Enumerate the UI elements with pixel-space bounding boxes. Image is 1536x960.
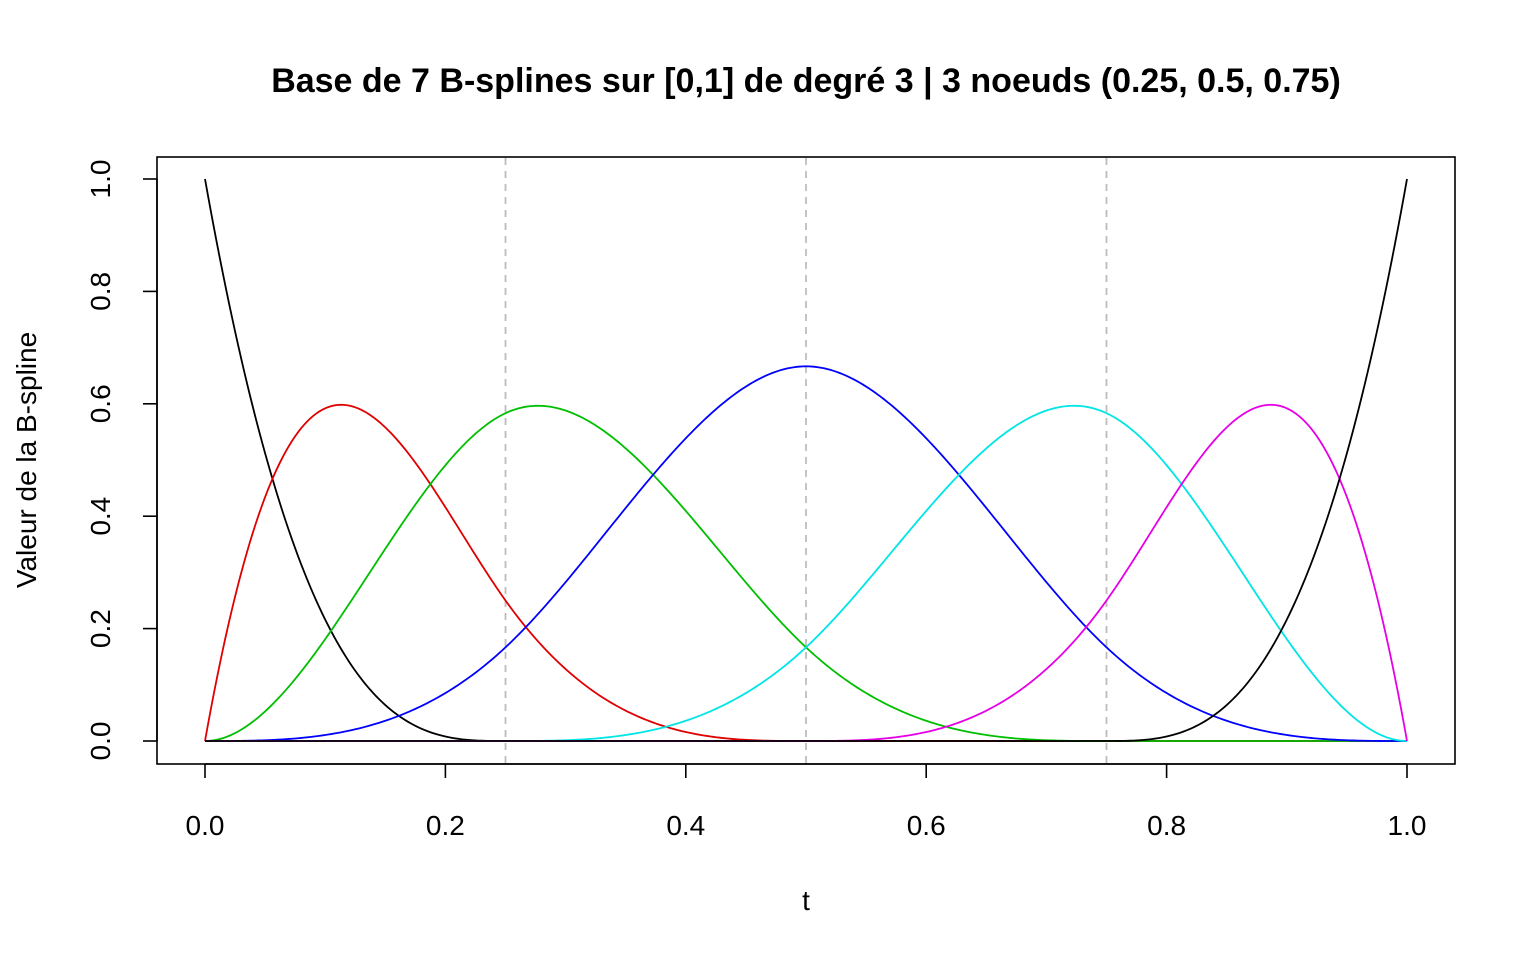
y-tick-label: 0.2: [85, 609, 116, 648]
bspline-curve-3: [204, 404, 1407, 742]
bspline-curves: [204, 178, 1408, 742]
x-tick-label: 0.2: [426, 810, 465, 841]
x-tick-label: 0.0: [186, 810, 225, 841]
bspline-curve-4: [205, 365, 1407, 742]
knot-lines: [504, 158, 1108, 763]
y-tick-label: 1.0: [85, 160, 116, 199]
x-tick-label: 0.6: [907, 810, 946, 841]
bspline-curve-2: [204, 403, 1407, 742]
bspline-curve-6: [205, 403, 1408, 742]
y-tick-label: 0.8: [85, 272, 116, 311]
y-tick-label: 0.0: [85, 722, 116, 761]
x-tick-label: 0.4: [666, 810, 705, 841]
chart-title: Base de 7 B-splines sur [0,1] de degré 3…: [271, 62, 1341, 100]
bspline-curve-7: [205, 178, 1408, 742]
y-tick-label: 0.4: [85, 497, 116, 536]
y-axis: 0.0 0.2 0.4 0.6 0.8 1.0: [85, 160, 158, 761]
y-axis-label: Valeur de la B-spline: [11, 332, 42, 588]
x-axis: 0.0 0.2 0.4 0.6 0.8 1.0: [186, 763, 1427, 841]
bspline-curve-5: [205, 404, 1408, 742]
y-tick-label: 0.6: [85, 384, 116, 423]
x-tick-label: 1.0: [1388, 810, 1427, 841]
x-tick-label: 0.8: [1147, 810, 1186, 841]
x-axis-label: t: [802, 885, 810, 916]
